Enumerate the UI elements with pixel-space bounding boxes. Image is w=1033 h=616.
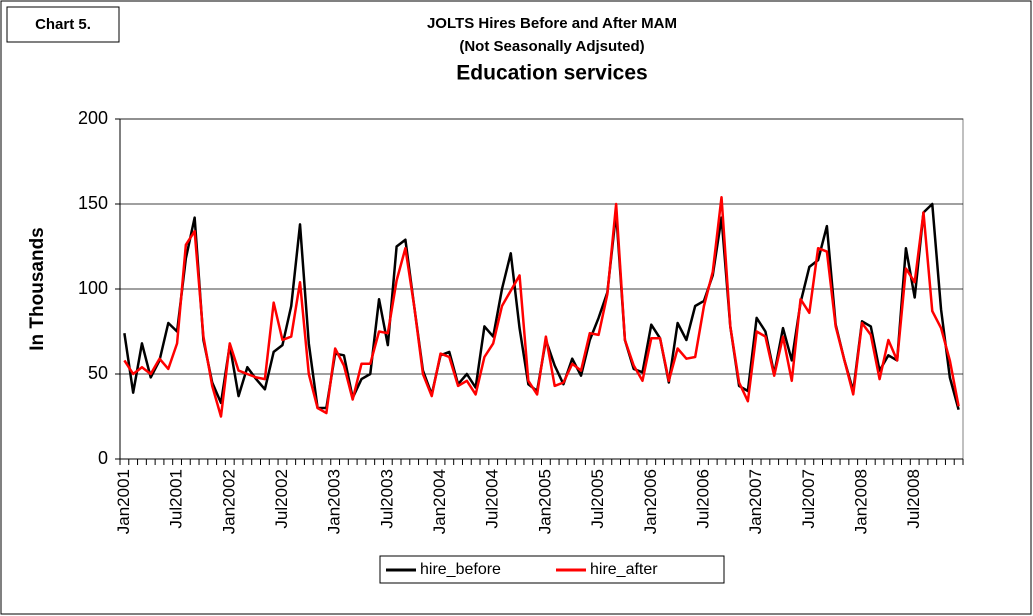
x-tick-label: Jul2007 <box>799 469 818 529</box>
x-tick-label: Jul2001 <box>167 469 186 529</box>
x-tick-label: Jul2004 <box>483 469 502 529</box>
y-axis-label: In Thousands <box>27 227 48 351</box>
x-tick-label: Jan2008 <box>852 469 871 534</box>
x-tick-label: Jul2006 <box>693 469 712 529</box>
x-tick-label: Jan2003 <box>325 469 344 534</box>
legend-box <box>379 555 725 584</box>
y-tick-label: 50 <box>88 363 108 383</box>
x-tick-label: Jul2005 <box>588 469 607 529</box>
chart-subtitle: (Not Seasonally Adjsuted) <box>459 38 644 55</box>
x-tick-label: Jan2006 <box>641 469 660 534</box>
chart-heading: Education services <box>456 62 647 85</box>
x-tick-label: Jul2008 <box>904 469 923 529</box>
x-tick-label: Jul2003 <box>377 469 396 529</box>
x-tick-label: Jul2002 <box>272 469 291 529</box>
label-box <box>6 6 120 43</box>
chart-label: Chart 5. <box>35 16 91 33</box>
legend-label: hire_before <box>420 561 501 578</box>
y-tick-label: 0 <box>98 448 108 468</box>
y-tick-label: 150 <box>78 193 108 213</box>
x-tick-label: Jan2007 <box>746 469 765 534</box>
legend-label: hire_after <box>590 561 658 578</box>
series-line <box>123 195 960 418</box>
x-tick-label: Jan2002 <box>219 469 238 534</box>
y-tick-label: 100 <box>78 278 108 298</box>
chart-title: JOLTS Hires Before and After MAM <box>427 15 677 32</box>
x-tick-label: Jan2004 <box>430 469 449 534</box>
x-tick-label: Jan2005 <box>535 469 554 534</box>
y-tick-label: 200 <box>78 108 108 128</box>
x-tick-label: Jan2001 <box>114 469 133 534</box>
